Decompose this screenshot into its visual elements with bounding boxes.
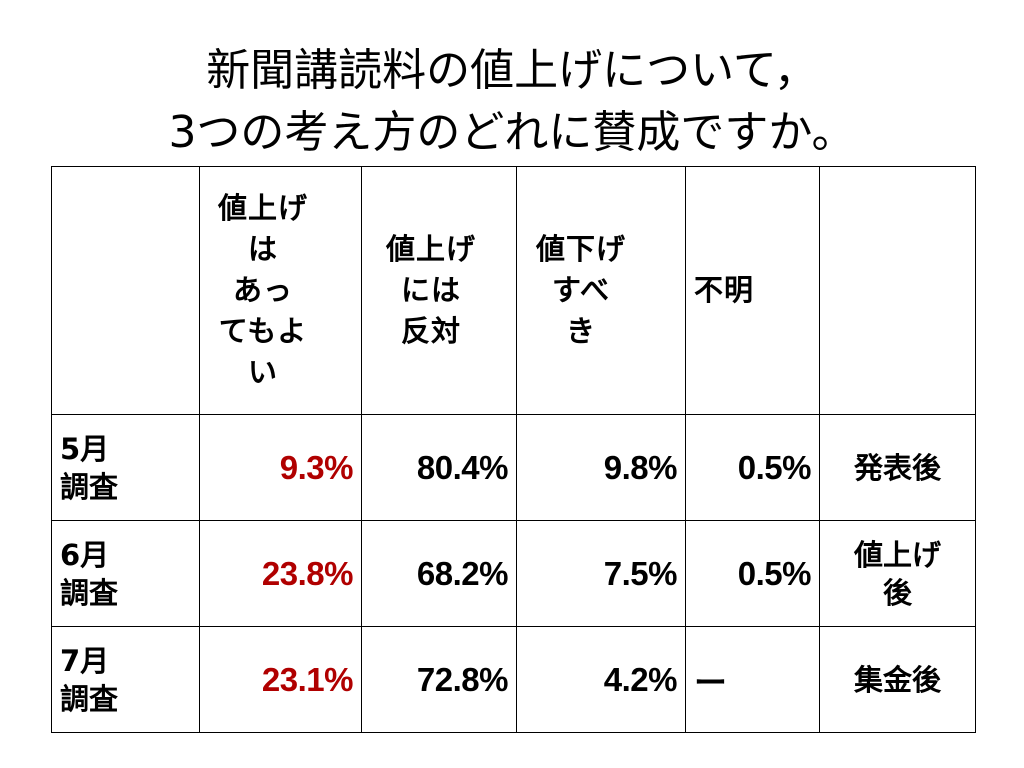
value-cell: 68.2% <box>361 520 517 627</box>
value-cell: 0.5% <box>685 520 820 627</box>
survey-table: 値上げ は あっ てもよ い 値上げ には 反対 値下げ すべ き 不明 5月 … <box>51 166 976 733</box>
row-label: 5月 調査 <box>51 414 200 521</box>
value-cell: 9.3% <box>199 414 362 521</box>
value-cell: ー <box>685 626 820 733</box>
header-label: 値下げ すべ き <box>535 232 626 348</box>
value-cell: 72.8% <box>361 626 517 733</box>
value-cell: 80.4% <box>361 414 517 521</box>
value-cell: 9.8% <box>516 414 686 521</box>
row-label: 7月 調査 <box>51 626 200 733</box>
header-label: 値上げ には 反対 <box>385 232 476 348</box>
value-cell: 7.5% <box>516 520 686 627</box>
value-cell: 4.2% <box>516 626 686 733</box>
row-note: 集金後 <box>819 626 976 733</box>
header-cell-raise-ok: 値上げ は あっ てもよ い <box>199 166 362 415</box>
table-row: 7月 調査 23.1% 72.8% 4.2% ー 集金後 <box>51 626 976 733</box>
header-cell-unknown: 不明 <box>685 166 820 415</box>
title-line-1: 新聞講読料の値上げについて， <box>206 45 818 96</box>
row-label: 6月 調査 <box>51 520 200 627</box>
header-corner-cell <box>51 166 200 415</box>
table-row: 5月 調査 9.3% 80.4% 9.8% 0.5% 発表後 <box>51 414 976 521</box>
value-cell: 0.5% <box>685 414 820 521</box>
header-label: 値上げ は あっ てもよ い <box>217 191 308 389</box>
value-cell: 23.1% <box>199 626 362 733</box>
header-cell-oppose-raise: 値上げ には 反対 <box>361 166 517 415</box>
header-cell-note <box>819 166 976 415</box>
table-row: 6月 調査 23.8% 68.2% 7.5% 0.5% 値上げ 後 <box>51 520 976 627</box>
row-note: 発表後 <box>819 414 976 521</box>
header-label: 不明 <box>694 273 755 307</box>
slide-title: 新聞講読料の値上げについて， 3つの考え方のどれに賛成ですか。 <box>0 40 1024 164</box>
title-line-2: 3つの考え方のどれに賛成ですか。 <box>168 107 856 158</box>
header-cell-should-lower: 値下げ すべ き <box>516 166 686 415</box>
row-note: 値上げ 後 <box>819 520 976 627</box>
value-cell: 23.8% <box>199 520 362 627</box>
header-row: 値上げ は あっ てもよ い 値上げ には 反対 値下げ すべ き 不明 <box>51 166 976 415</box>
